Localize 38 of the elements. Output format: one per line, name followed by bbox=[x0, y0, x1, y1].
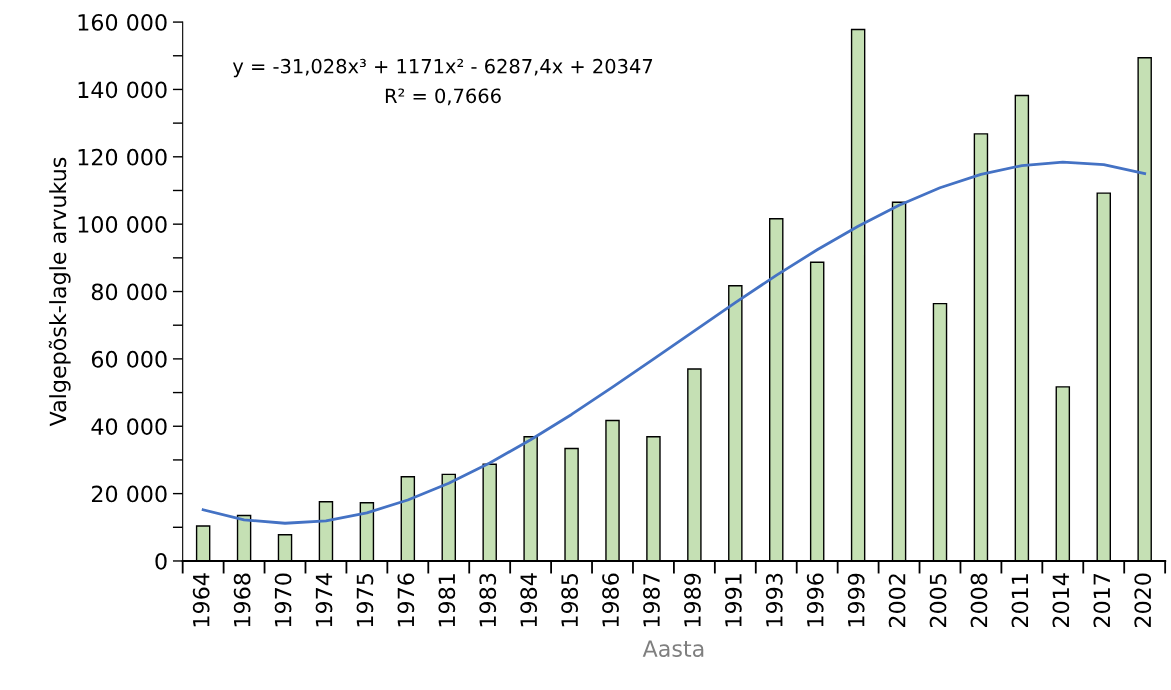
x-tick-label: 1968 bbox=[233, 573, 251, 627]
y-tick-label: 40 000 bbox=[91, 418, 167, 436]
annotation: R² = 0,7666 bbox=[385, 88, 501, 106]
x-tick-label: 1991 bbox=[724, 574, 742, 627]
x-tick-label: 1984 bbox=[520, 573, 538, 627]
y-tick-label: 100 000 bbox=[78, 216, 167, 233]
line-series bbox=[201, 160, 1147, 525]
x-tick-label: 1970 bbox=[274, 573, 292, 627]
y-tick-label: 140 000 bbox=[78, 81, 167, 99]
x-tick-label: 1993 bbox=[765, 573, 783, 627]
y-tick-label: 160 000 bbox=[78, 14, 167, 31]
annotation: y = -31,028x³ + 1171x² - 6287,4x + 20347 bbox=[232, 58, 653, 78]
x-axis-title: Aasta bbox=[642, 640, 704, 657]
x-tick-label: 1989 bbox=[684, 573, 701, 627]
x-tick-label: 1981 bbox=[438, 574, 456, 627]
x-tick-label: 1974 bbox=[315, 573, 333, 627]
x-tick-label: 1996 bbox=[806, 573, 824, 627]
x-tick-label: 2008 bbox=[970, 573, 988, 628]
y-tick-label: 80 000 bbox=[91, 283, 167, 301]
x-tick-label: 2005 bbox=[929, 574, 947, 628]
y-tick-label: 0 bbox=[155, 552, 167, 570]
y-tick-label: 60 000 bbox=[91, 350, 167, 368]
x-tick-label: 1964 bbox=[192, 573, 210, 627]
x-tick-label: 1987 bbox=[643, 573, 660, 627]
y-tick-label: 120 000 bbox=[78, 148, 167, 166]
y-axis-title: Valgepõsk-lagle arvukus bbox=[48, 157, 71, 427]
x-tick-label: 1976 bbox=[397, 573, 415, 627]
x-tick-label: 2014 bbox=[1052, 573, 1070, 628]
x-tick-label: 1999 bbox=[847, 573, 865, 627]
x-tick-label: 2020 bbox=[1134, 573, 1152, 628]
y-tick-label: 20 000 bbox=[91, 485, 167, 503]
x-tick-label: 1975 bbox=[356, 574, 374, 627]
x-tick-label: 1985 bbox=[561, 574, 579, 627]
x-tick-label: 2017 bbox=[1093, 573, 1111, 628]
x-tick-label: 2002 bbox=[888, 574, 906, 628]
x-tick-label: 1983 bbox=[479, 573, 497, 627]
x-tick-label: 2011 bbox=[1011, 574, 1029, 628]
x-tick-label: 1986 bbox=[602, 573, 619, 627]
